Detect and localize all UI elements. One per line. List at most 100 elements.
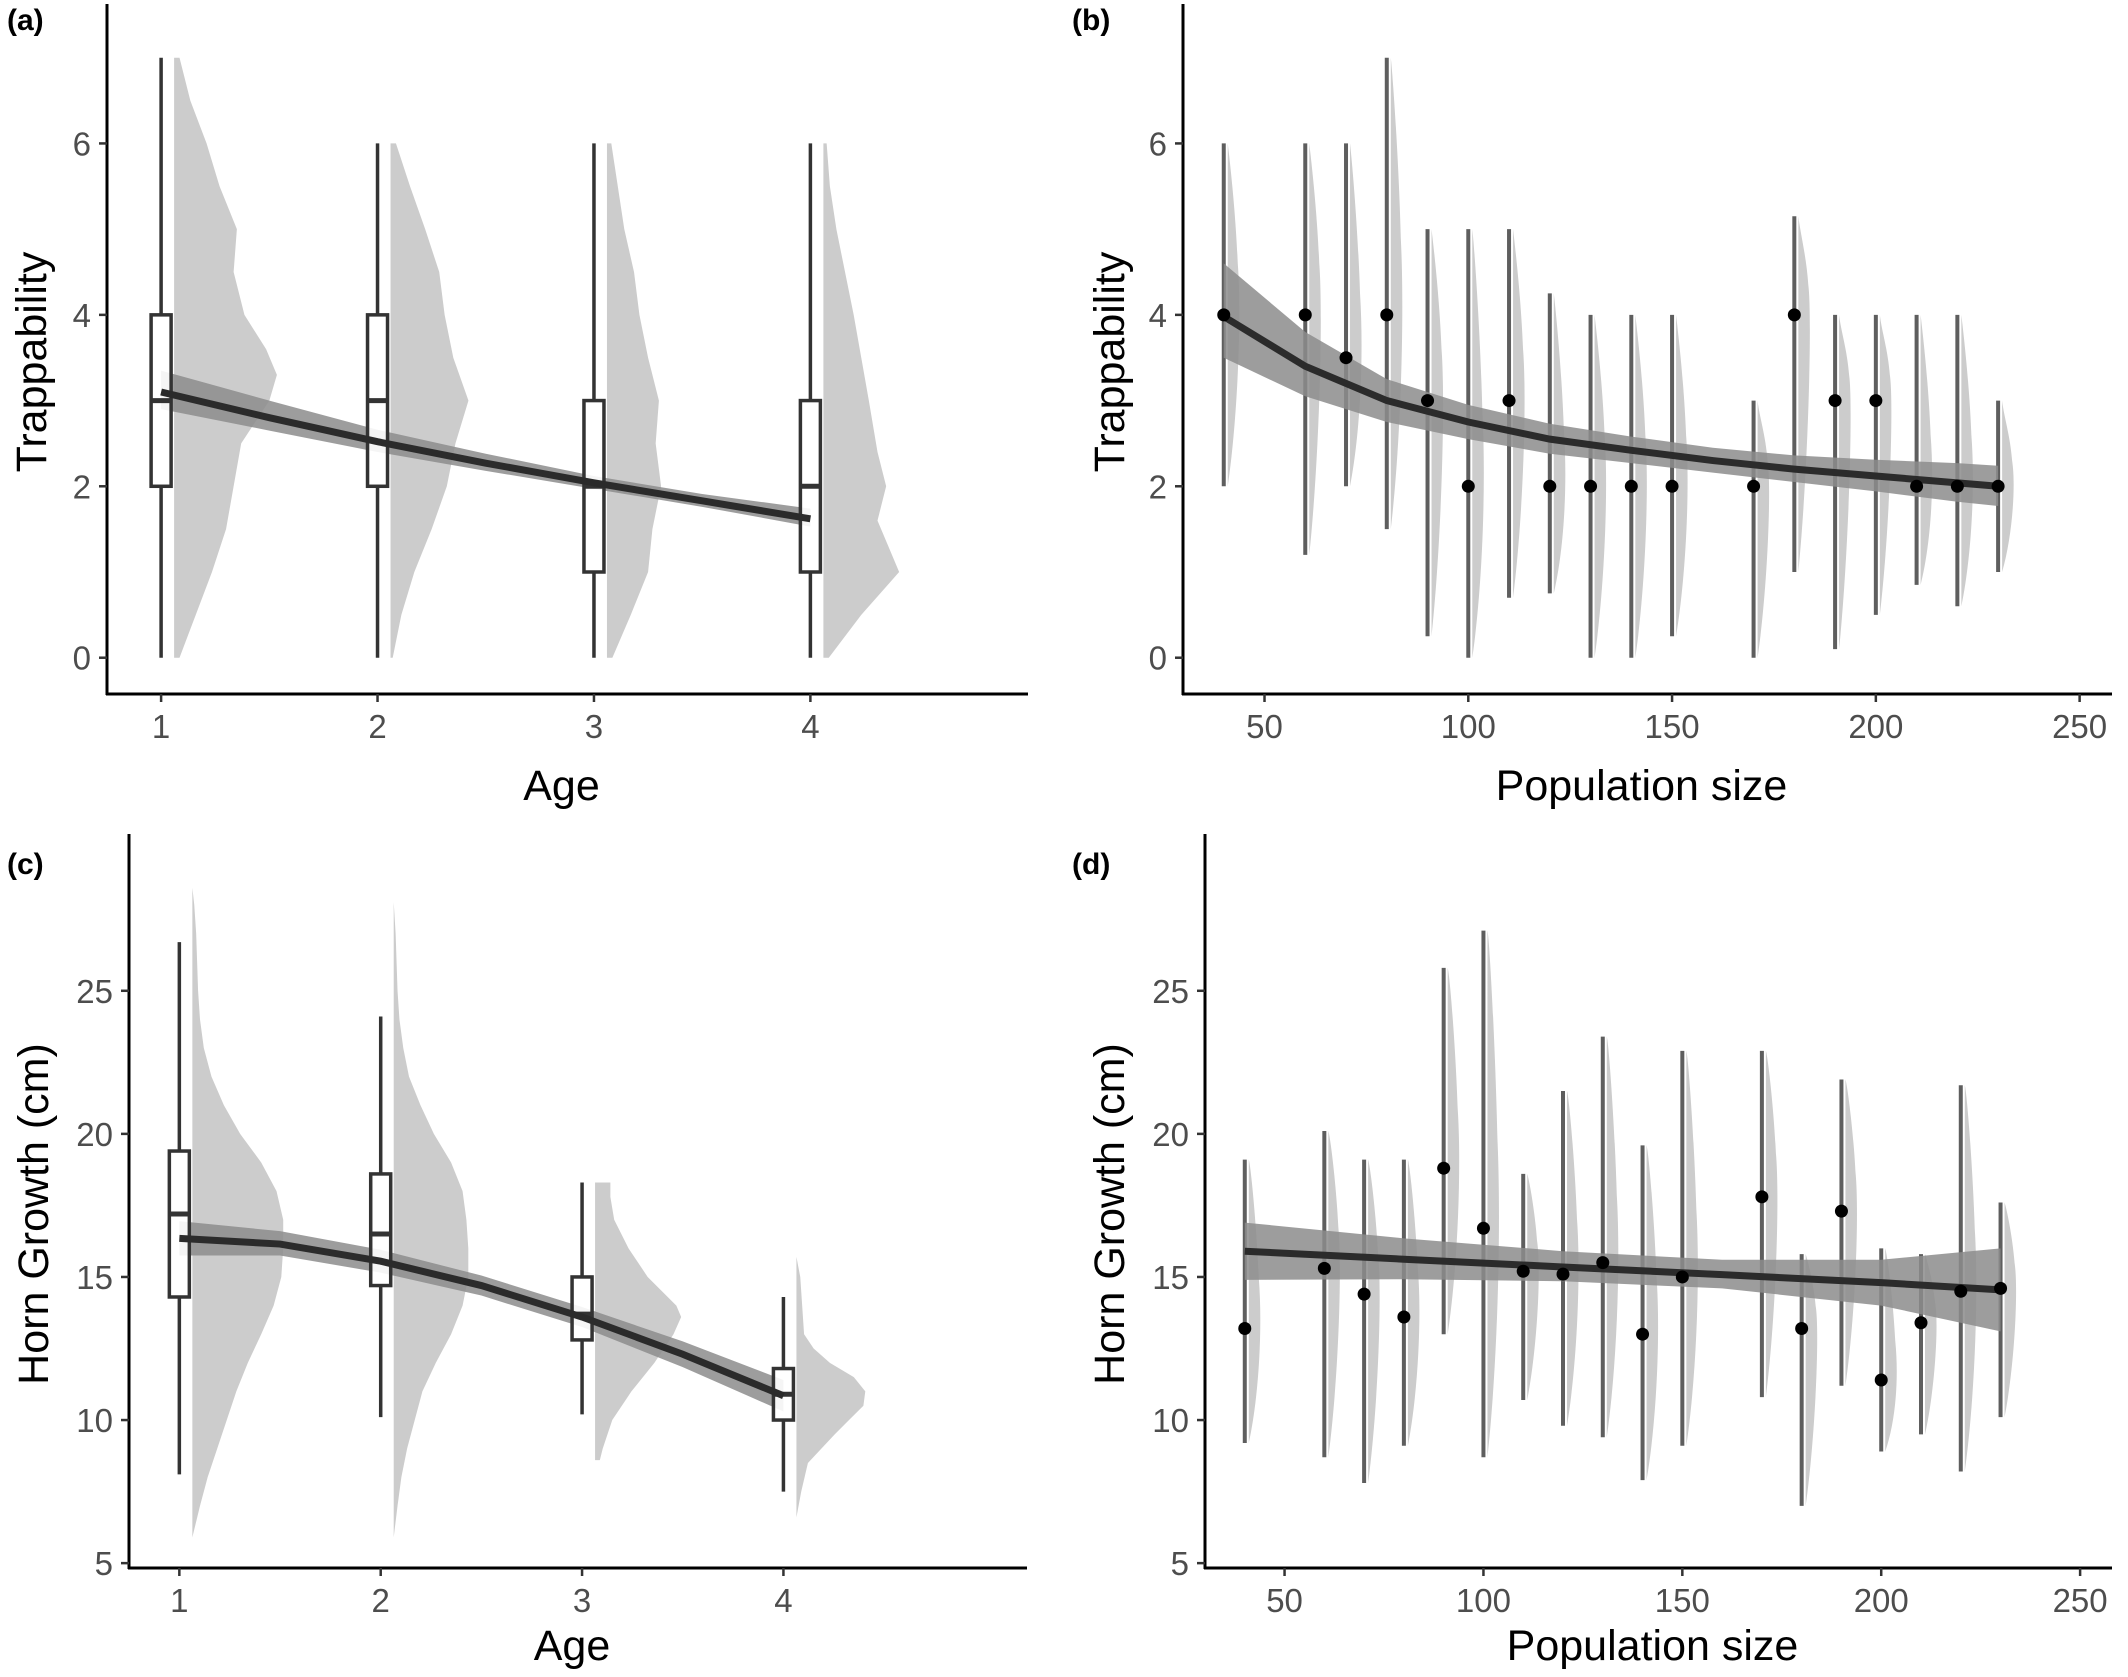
x-tick-label-0: 50 [1246, 708, 1283, 745]
x-tick-label-1: 2 [368, 708, 386, 745]
x-tick-label-1: 100 [1441, 708, 1496, 745]
data-point-7 [1556, 1267, 1570, 1281]
x-tick-label-3: 200 [1848, 708, 1903, 745]
data-point-10 [1675, 1270, 1689, 1284]
y-tick-label-2: 15 [76, 1259, 113, 1296]
data-point-2 [1339, 351, 1353, 365]
data-point-3 [1380, 308, 1394, 322]
density-0 [174, 57, 277, 658]
data-point-6 [1502, 394, 1516, 408]
panel-a: 0 2 4 6 1 2 3 4 Age Trappability (a) [7, 4, 1028, 810]
box-2 [570, 1275, 594, 1342]
data-point-13 [1828, 394, 1842, 408]
y-tick-label-1: 10 [1152, 1402, 1189, 1439]
density-8 [1594, 314, 1607, 658]
x-tick-label-2: 3 [573, 1582, 591, 1619]
density-11 [1765, 1050, 1778, 1398]
data-point-10 [1665, 479, 1679, 493]
y-tick-label-1: 2 [1149, 468, 1167, 505]
y-tick-label-0: 0 [73, 640, 91, 677]
x-tick-label-3: 200 [1854, 1582, 1909, 1619]
density-17 [2002, 400, 2014, 572]
data-point-15 [1914, 1316, 1928, 1330]
density-3 [823, 143, 900, 658]
y-axis-label: Trappability [1086, 251, 1134, 472]
x-tick-label-1: 2 [372, 1582, 390, 1619]
fit-line [179, 1234, 785, 1399]
x-tick-label-4: 250 [2053, 1582, 2108, 1619]
density-1 [390, 143, 469, 658]
x-tick-label-0: 1 [170, 1582, 188, 1619]
data-point-12 [1787, 308, 1801, 322]
density-2 [1368, 1159, 1380, 1484]
density-2 [606, 143, 662, 658]
data-point-1 [1317, 1261, 1331, 1275]
panel-label: (a) [7, 4, 44, 37]
data-point-5 [1476, 1221, 1490, 1235]
x-axis-label: Population size [1496, 762, 1788, 810]
x-axis-label: Age [523, 762, 600, 810]
panel-c: 5 10 15 20 25 1 2 3 4 Age Horn Growth (cm) (c) [7, 834, 1027, 1670]
density-8 [1606, 1036, 1619, 1438]
data-point-5 [1461, 479, 1475, 493]
x-axis-label: Population size [1507, 1622, 1799, 1670]
y-axis-label: Horn Growth (cm) [1086, 1043, 1134, 1385]
y-tick-label-1: 10 [76, 1402, 113, 1439]
density-12 [1798, 216, 1810, 573]
data-point-11 [1755, 1190, 1769, 1204]
confidence-ribbon [1244, 1222, 2001, 1332]
density-4 [1431, 229, 1444, 637]
y-tick-label-0: 5 [1171, 1545, 1189, 1582]
x-tick-label-4: 250 [2052, 708, 2107, 745]
data-point-15 [1910, 479, 1924, 493]
x-axis-label: Age [534, 1622, 611, 1670]
y-tick-label-3: 20 [1152, 1116, 1189, 1153]
fit-line [1244, 1247, 2001, 1294]
data-point-7 [1543, 479, 1557, 493]
data-point-13 [1834, 1204, 1848, 1218]
density-9 [1646, 1145, 1659, 1481]
data-point-12 [1795, 1321, 1809, 1335]
data-point-16 [1950, 479, 1964, 493]
data-point-4 [1437, 1161, 1451, 1175]
panel-b: 0 2 4 6 50 100 150 200 250 Population size Trappab… [1072, 4, 2112, 810]
y-tick-label-3: 20 [76, 1116, 113, 1153]
density-10 [1686, 1050, 1698, 1446]
panel-label: (b) [1072, 4, 1110, 37]
x-tick-label-3: 4 [801, 708, 819, 745]
density-1 [1328, 1131, 1340, 1458]
y-axis-label: Trappability [8, 251, 56, 472]
density-17 [2004, 1202, 2017, 1418]
data-point-17 [1994, 1281, 2008, 1295]
panel-label: (d) [1072, 848, 1110, 881]
data-point-4 [1421, 394, 1435, 408]
density-3 [1407, 1159, 1420, 1446]
panel-label: (c) [7, 848, 44, 881]
density-9 [1635, 314, 1647, 658]
data-point-3 [1397, 1310, 1411, 1324]
density-2 [595, 1182, 682, 1461]
x-tick-label-3: 4 [774, 1582, 792, 1619]
y-tick-label-3: 6 [73, 125, 91, 162]
y-tick-label-3: 6 [1149, 125, 1167, 162]
box-1 [368, 1172, 393, 1288]
density-1 [393, 902, 469, 1538]
x-tick-label-2: 150 [1655, 1582, 1710, 1619]
y-tick-label-2: 4 [1149, 297, 1167, 334]
fit-line [1221, 313, 1999, 490]
confidence-ribbon [179, 1221, 784, 1412]
confidence-ribbon [161, 370, 811, 527]
panel-d: 5 10 15 20 25 50 100 150 200 250 Population size Ho… [1072, 834, 2112, 1670]
x-tick-label-2: 150 [1645, 708, 1700, 745]
density-6 [1513, 229, 1525, 598]
data-point-9 [1636, 1327, 1650, 1341]
data-point-14 [1869, 394, 1883, 408]
density-3 [796, 1256, 866, 1518]
x-tick-label-0: 1 [152, 708, 170, 745]
data-point-16 [1954, 1284, 1968, 1298]
density-12 [1805, 1254, 1818, 1506]
data-point-17 [1991, 479, 2005, 493]
x-tick-label-2: 3 [585, 708, 603, 745]
y-tick-label-4: 25 [76, 973, 113, 1010]
